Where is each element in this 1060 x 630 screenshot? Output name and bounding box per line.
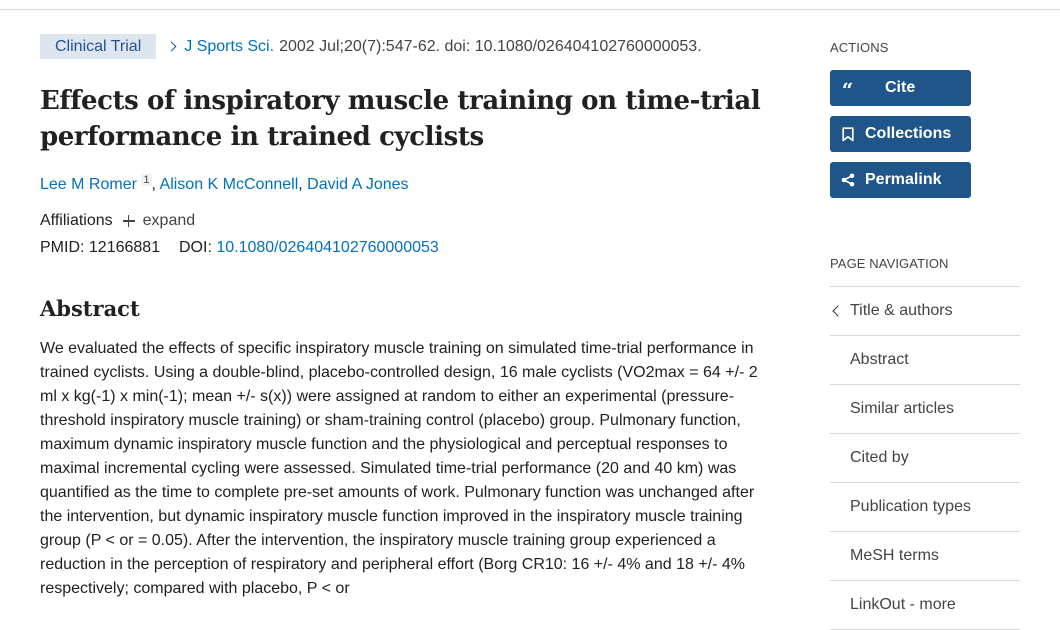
doi-link[interactable]: 10.1080/026404102760000053 bbox=[216, 239, 439, 256]
nav-label: Publication types bbox=[850, 498, 971, 515]
nav-item-linkout[interactable]: LinkOut - more bbox=[830, 581, 1020, 630]
identifiers-row: PMID: 12166881 DOI: 10.1080/026404102760… bbox=[40, 237, 765, 259]
nav-label: LinkOut - more bbox=[850, 596, 956, 613]
author-link[interactable]: Lee M Romer bbox=[40, 176, 137, 193]
affiliations-label: Affiliations bbox=[40, 212, 113, 229]
nav-item-mesh-terms[interactable]: MeSH terms bbox=[830, 532, 1020, 581]
page-navigation: Title & authors Abstract Similar article… bbox=[830, 286, 1020, 630]
author-list: Lee M Romer 1, Alison K McConnell, David… bbox=[40, 174, 409, 193]
nav-item-abstract[interactable]: Abstract bbox=[830, 336, 1020, 385]
collections-button[interactable]: Collections bbox=[830, 116, 971, 152]
nav-label: MeSH terms bbox=[850, 547, 939, 564]
expand-affiliations-button[interactable]: expand bbox=[122, 210, 196, 232]
affiliations-row: Affiliations expand bbox=[40, 210, 765, 232]
author-link[interactable]: Alison K McConnell bbox=[159, 176, 299, 193]
nav-item-cited-by[interactable]: Cited by bbox=[830, 434, 1020, 483]
publication-type-badge: Clinical Trial bbox=[40, 34, 157, 59]
nav-item-publication-types[interactable]: Publication types bbox=[830, 483, 1020, 532]
permalink-label: Permalink bbox=[865, 171, 942, 188]
quote-icon: “ bbox=[841, 77, 854, 102]
plus-icon bbox=[122, 215, 135, 227]
nav-item-title-authors[interactable]: Title & authors bbox=[830, 287, 1020, 336]
chevron-right-icon bbox=[166, 41, 177, 52]
abstract-text: We evaluated the effects of specific ins… bbox=[40, 340, 758, 597]
nav-label: Title & authors bbox=[850, 302, 953, 319]
cite-label: Cite bbox=[885, 79, 916, 96]
page-navigation-heading: PAGE NAVIGATION bbox=[830, 256, 949, 271]
actions-heading: ACTIONS bbox=[830, 40, 889, 55]
top-divider bbox=[0, 0, 1060, 10]
breadcrumb: Clinical Trial J Sports Sci. 2002 Jul;20… bbox=[40, 34, 765, 59]
nav-label: Cited by bbox=[850, 449, 909, 466]
pmid-label: PMID: bbox=[40, 239, 85, 256]
chevron-left-icon bbox=[832, 305, 844, 317]
author-link[interactable]: David A Jones bbox=[307, 176, 409, 193]
permalink-button[interactable]: Permalink bbox=[830, 162, 971, 198]
sidebar: ACTIONS “ Cite Collections Permalink PAG… bbox=[830, 40, 1020, 630]
abstract-heading: Abstract bbox=[40, 296, 140, 321]
article-main: Clinical Trial J Sports Sci. 2002 Jul;20… bbox=[40, 34, 765, 601]
citation-text: 2002 Jul;20(7):547-62. doi: 10.1080/0264… bbox=[279, 37, 702, 55]
share-icon bbox=[830, 173, 865, 187]
bookmark-icon bbox=[830, 126, 865, 142]
collections-label: Collections bbox=[865, 125, 952, 142]
article-title: Effects of inspiratory muscle training o… bbox=[40, 86, 761, 152]
cite-button[interactable]: “ Cite bbox=[830, 70, 971, 106]
nav-label: Abstract bbox=[850, 351, 909, 368]
doi-label: DOI: bbox=[179, 239, 212, 256]
nav-item-similar-articles[interactable]: Similar articles bbox=[830, 385, 1020, 434]
expand-label: expand bbox=[142, 212, 196, 229]
nav-label: Similar articles bbox=[850, 400, 955, 417]
affiliation-marker[interactable]: 1 bbox=[141, 174, 152, 186]
journal-link[interactable]: J Sports Sci. bbox=[184, 37, 275, 55]
pmid-value: 12166881 bbox=[88, 239, 161, 256]
